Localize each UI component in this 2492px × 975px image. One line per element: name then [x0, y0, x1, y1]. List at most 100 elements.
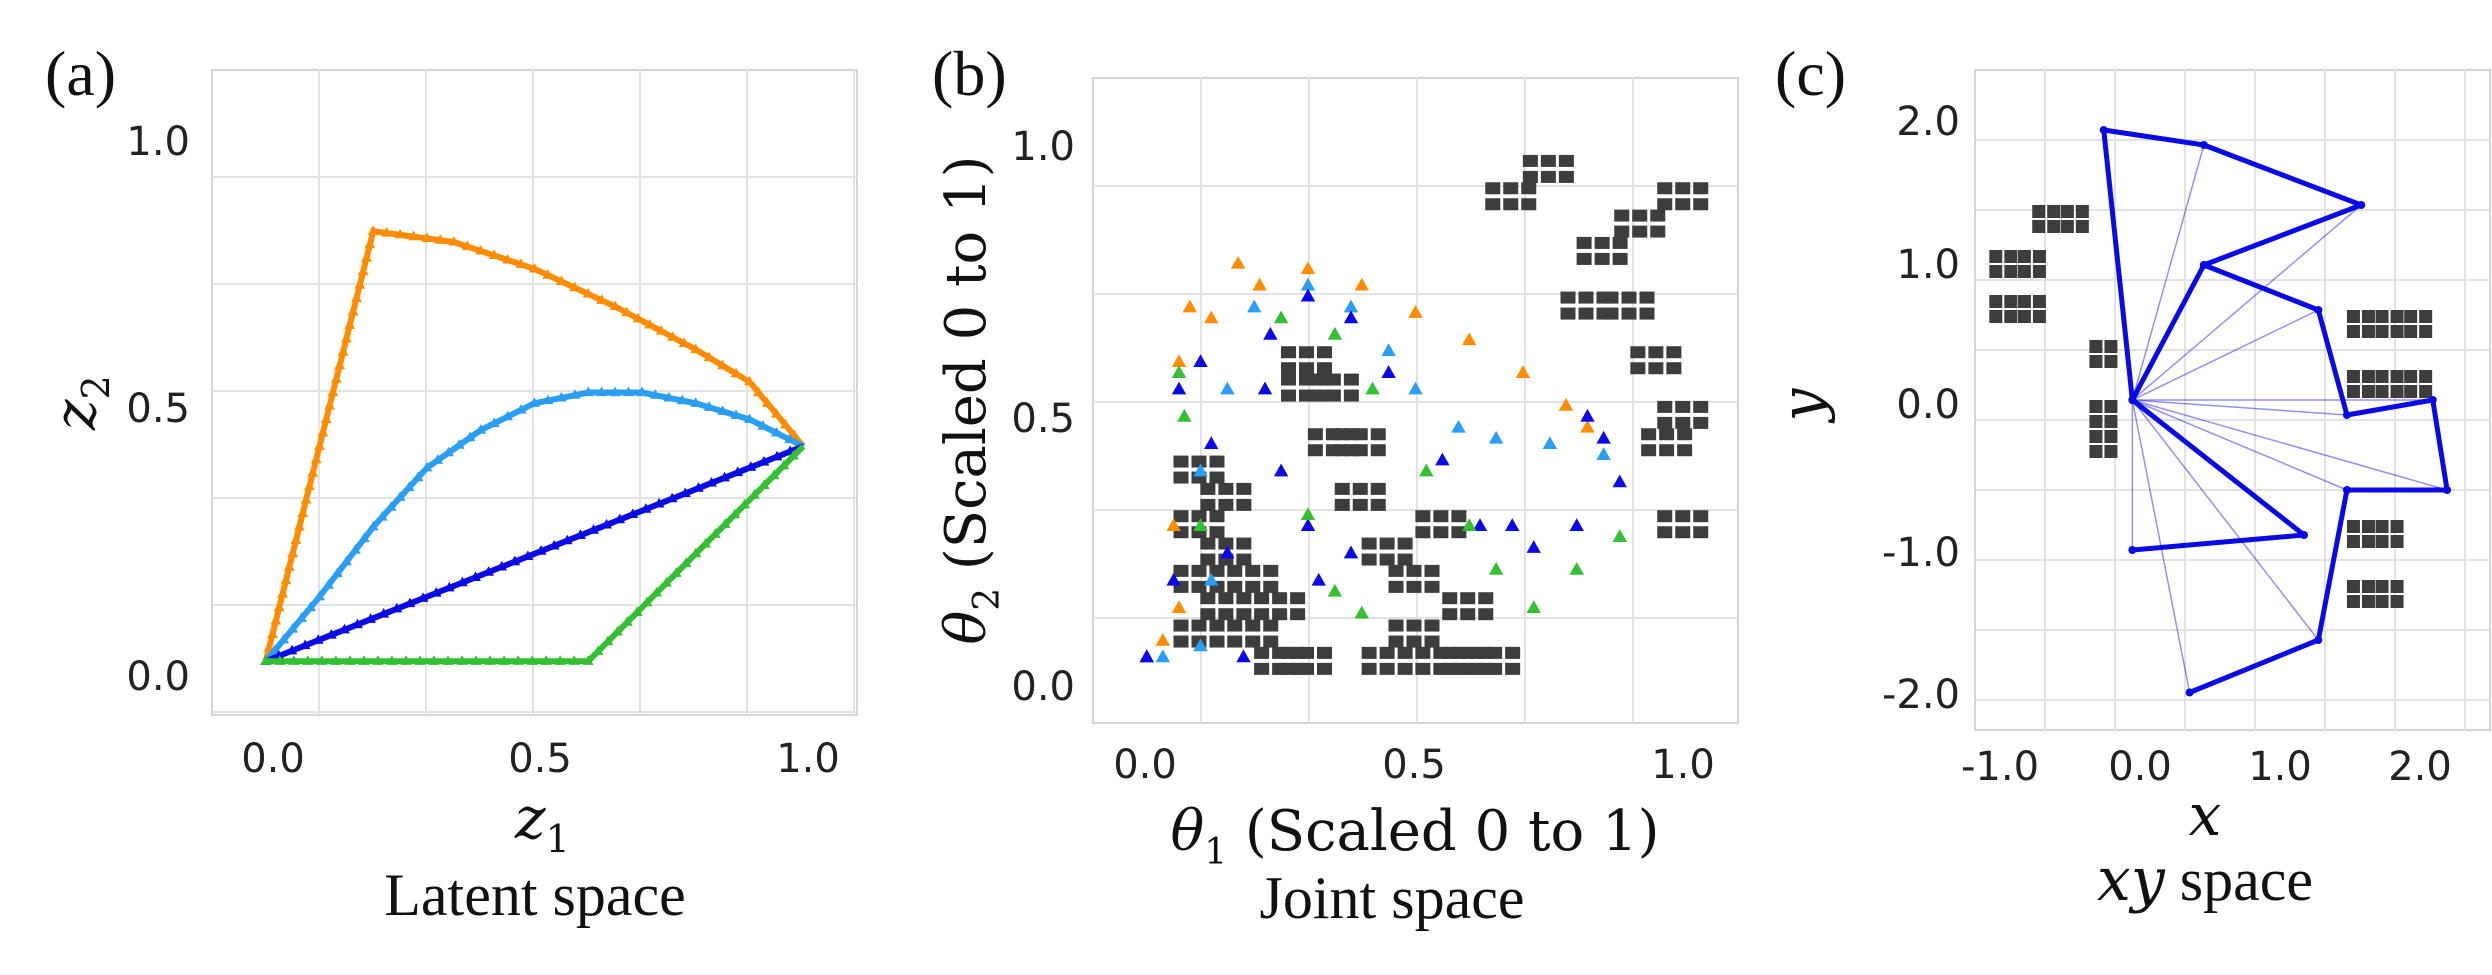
- panel-b-series-light_blue-point: [1300, 277, 1316, 291]
- panel-c-obstacle-cell: [2346, 370, 2360, 383]
- panel-b-obstacle-cell: [1576, 252, 1592, 265]
- panel-c-obstacle-cell: [2004, 310, 2018, 323]
- panel-b-obstacle-cell: [1272, 592, 1288, 605]
- panel-b-obstacle-cell: [1352, 498, 1368, 511]
- panel-a-series-green-point: [651, 586, 663, 597]
- panel-b-obstacle-cell: [1227, 564, 1243, 577]
- panel-a-series-light_blue-point: [376, 511, 388, 521]
- panel-b-obstacle-cell: [1236, 592, 1252, 605]
- panel-b-obstacle-cell: [1641, 428, 1657, 441]
- panel-a-series-light_blue-point: [453, 439, 465, 449]
- panel-a-xtick-0: 0.0: [241, 736, 305, 782]
- panel-b-obstacle-cell: [1299, 362, 1314, 375]
- panel-a-series-orange-point: [344, 319, 356, 329]
- panel-c-ytick-2: 0.0: [1896, 382, 1960, 428]
- panel-b-obstacle-cell: [1173, 564, 1189, 577]
- panel-a-series-green-line: [265, 444, 806, 665]
- panel-b-series-green-point: [1462, 518, 1477, 532]
- panel-c-obstacle-cell: [2032, 295, 2046, 308]
- panel-b-obstacle-cell: [1370, 444, 1386, 457]
- panel-b-obstacle-cell: [1263, 580, 1279, 593]
- panel-a-series-green-point: [680, 557, 692, 568]
- panel-b-obstacle-cell: [1657, 400, 1673, 413]
- panel-b-obstacle-cell: [1254, 592, 1270, 605]
- panel-c-frame: [1974, 69, 2491, 731]
- panel-b-obstacle-cell: [1657, 526, 1673, 539]
- panel-c-obstacle-cell: [2361, 310, 2375, 323]
- panel-b-obstacle-cell: [1675, 416, 1691, 429]
- panel-a-series-green-point: [739, 498, 751, 509]
- panel-b-series-blue-point: [1596, 430, 1611, 444]
- panel-a-series-orange-point: [448, 236, 460, 246]
- panel-b-series-light_blue-point: [1343, 299, 1359, 313]
- panel-b-obstacle-cell: [1173, 510, 1189, 523]
- panel-b-obstacle-cell: [1560, 291, 1576, 304]
- panel-b-series-blue-point: [1166, 572, 1181, 586]
- panel-a-series-blue-point: [273, 650, 285, 660]
- panel-c-xtick-0: -1.0: [1961, 744, 2039, 790]
- panel-c-point: [2128, 396, 2137, 404]
- panel-b-obstacle-cell: [1451, 526, 1467, 539]
- panel-c-point: [2300, 531, 2309, 539]
- panel-c-obstacle-cell: [2346, 385, 2360, 398]
- panel-a-series-light_blue-point: [623, 386, 634, 397]
- panel-c-obstacle-cell: [2032, 220, 2046, 233]
- panel-a-series-blue-point: [522, 550, 534, 560]
- panel-a-series-light_blue-point: [287, 623, 299, 633]
- panel-b-obstacle-cell: [1632, 225, 1648, 238]
- panel-c-obstacle-cell: [2375, 385, 2389, 398]
- panel-a-series-light_blue-point: [340, 555, 352, 566]
- panel-b-series-light_blue-point: [1247, 299, 1262, 313]
- panel-a-series-green-point: [709, 528, 721, 538]
- panel-c-obstacle-cell: [2075, 220, 2089, 233]
- panel-b-obstacle-cell: [1352, 428, 1368, 441]
- panel-b-obstacle-cell: [1424, 580, 1440, 593]
- panel-a-series-light_blue-point: [502, 410, 514, 421]
- panel-b-obstacle-cell: [1200, 537, 1216, 550]
- panel-b-series-blue-point: [1257, 381, 1273, 395]
- panel-a-series-orange-point: [394, 228, 406, 239]
- panel-a-series-blue-point: [339, 623, 350, 634]
- panel-a-series-orange-point: [632, 312, 644, 323]
- panel-b-obstacle-cell: [1334, 482, 1350, 495]
- panel-b-obstacle-cell: [1406, 635, 1422, 648]
- panel-b-obstacle-cell: [1281, 346, 1296, 359]
- panel-c-ylabel: y: [1768, 387, 1836, 424]
- panel-b-obstacle-cell: [1245, 580, 1261, 593]
- panel-b-obstacle-cell: [1424, 635, 1440, 648]
- panel-b-series-blue-point: [1263, 326, 1278, 340]
- panel-a-series-orange-point: [304, 480, 315, 491]
- panel-b-series-orange-point: [1204, 310, 1219, 324]
- panel-b-obstacle-cell: [1245, 619, 1261, 632]
- panel-c-xlabel: x: [2189, 781, 2222, 849]
- panel-c-obstacle-cell: [1989, 295, 2003, 308]
- panel-c-obstacle-cell: [2017, 265, 2031, 278]
- panel-b-obstacle-cell: [1487, 662, 1503, 675]
- panel-b-series-green-point: [1612, 529, 1627, 542]
- panel-b-series-blue-point: [1273, 463, 1289, 477]
- panel-a-series-blue-point: [286, 644, 298, 655]
- panel-b-obstacle-cell: [1478, 592, 1494, 605]
- panel-b-obstacle-cell: [1334, 444, 1350, 457]
- panel-c-obstacle-cell: [2419, 310, 2433, 323]
- panel-a-series-green-point: [470, 655, 482, 665]
- panel-b-obstacle-cell: [1191, 580, 1207, 593]
- panel-b-obstacle-cell: [1614, 225, 1630, 238]
- panel-b-obstacle-cell: [1594, 252, 1610, 265]
- panel-c-ytick-4: 2.0: [1896, 99, 1960, 145]
- panel-a-series-orange-point: [678, 337, 690, 347]
- panel-a-series-green-point: [400, 655, 412, 665]
- panel-a-series-blue-point: [548, 539, 560, 550]
- panel-b-obstacle-cell: [1388, 635, 1404, 648]
- panel-b-obstacle-cell: [1487, 646, 1503, 659]
- panel-c-fan-line: [2131, 264, 2205, 401]
- panel-a-series-orange-point: [277, 588, 288, 598]
- panel-a-series-light_blue-point: [269, 644, 281, 655]
- panel-a-series-orange-point: [502, 253, 514, 264]
- panel-b-obstacle-cell: [1397, 646, 1413, 659]
- panel-a-ytick-1: 0.5: [126, 386, 190, 432]
- panel-a-series-green-point: [690, 547, 702, 558]
- panel-a-series-green-point: [428, 655, 440, 665]
- panel-a-series-green-point: [631, 606, 643, 616]
- panel-b-obstacle-cell: [1245, 564, 1261, 577]
